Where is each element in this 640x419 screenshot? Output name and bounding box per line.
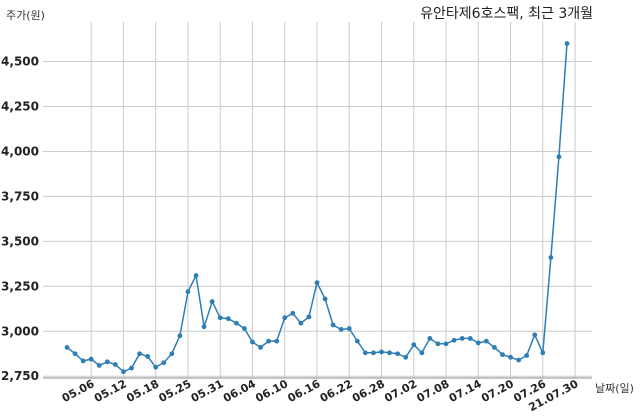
data-point bbox=[153, 364, 159, 370]
data-point bbox=[451, 337, 457, 343]
data-point bbox=[379, 349, 384, 355]
data-point bbox=[362, 350, 368, 356]
data-point bbox=[225, 316, 231, 322]
data-point bbox=[411, 342, 417, 348]
data-point bbox=[354, 338, 360, 344]
data-point bbox=[435, 341, 441, 347]
data-point bbox=[556, 154, 562, 160]
data-point bbox=[80, 358, 86, 364]
data-point bbox=[290, 310, 296, 316]
data-point bbox=[112, 362, 118, 367]
data-point bbox=[427, 336, 433, 341]
data-point bbox=[483, 338, 489, 344]
data-point bbox=[121, 369, 126, 375]
x-tick-label: 06.10 bbox=[253, 377, 290, 405]
x-axis-title: 날짜(일) bbox=[595, 381, 634, 395]
x-tick-label: 06.16 bbox=[286, 377, 323, 405]
x-tick-label: 07.08 bbox=[415, 377, 452, 405]
y-tick-label: 3,250 bbox=[1, 279, 39, 293]
data-point bbox=[516, 357, 522, 363]
data-point bbox=[548, 255, 554, 260]
data-point bbox=[467, 336, 473, 341]
data-point bbox=[201, 324, 207, 330]
y-tick-label: 4,500 bbox=[1, 55, 39, 69]
data-point bbox=[104, 359, 110, 365]
x-tick-label: 06.28 bbox=[350, 377, 387, 405]
data-point bbox=[177, 333, 183, 339]
x-tick-label: 05.25 bbox=[157, 377, 194, 405]
data-point bbox=[395, 351, 401, 357]
data-point bbox=[524, 353, 530, 358]
data-point bbox=[346, 326, 352, 331]
y-tick-label: 3,500 bbox=[1, 234, 39, 248]
data-point bbox=[161, 360, 167, 366]
data-point bbox=[306, 314, 312, 320]
y-tick-labels: 2,750 3,000 3,250 3,500 3,750 4,000 4,250 4,500 bbox=[1, 55, 39, 384]
y-tick-label: 4,250 bbox=[1, 100, 39, 114]
data-point bbox=[64, 345, 70, 350]
data-point bbox=[338, 327, 344, 332]
data-point bbox=[129, 365, 134, 371]
data-point bbox=[282, 315, 288, 321]
data-point bbox=[274, 338, 280, 344]
x-tick-label: 06.22 bbox=[318, 377, 355, 405]
data-point bbox=[500, 352, 505, 358]
x-tick-label: 05.06 bbox=[60, 377, 97, 405]
data-point bbox=[459, 336, 465, 341]
data-point bbox=[443, 341, 449, 347]
data-point bbox=[330, 322, 336, 328]
data-point bbox=[242, 326, 247, 331]
chart-title: 유안타제6호스팩, 최근 3개월 bbox=[420, 6, 593, 22]
data-point bbox=[314, 280, 320, 286]
data-point bbox=[387, 350, 392, 356]
x-tick-label: 07.14 bbox=[447, 377, 484, 405]
x-tick-label: 07.20 bbox=[479, 377, 516, 405]
grid bbox=[43, 22, 592, 378]
data-point bbox=[72, 351, 78, 357]
data-point bbox=[88, 356, 94, 362]
x-tick-label: 05.18 bbox=[124, 377, 161, 405]
data-point bbox=[508, 354, 513, 360]
data-point bbox=[145, 354, 151, 359]
data-point bbox=[209, 299, 215, 304]
data-point bbox=[475, 340, 481, 346]
x-tick-label: 05.12 bbox=[92, 377, 129, 405]
y-axis-title: 주가(원) bbox=[6, 9, 45, 22]
y-tick-label: 4,000 bbox=[1, 144, 39, 158]
x-tick-label: 06.04 bbox=[221, 377, 258, 405]
data-point bbox=[96, 363, 102, 368]
data-point bbox=[298, 320, 304, 326]
data-point bbox=[540, 350, 546, 356]
data-point bbox=[419, 350, 425, 356]
data-point bbox=[169, 351, 175, 357]
data-point bbox=[492, 345, 497, 350]
data-point bbox=[137, 351, 142, 357]
data-point bbox=[403, 354, 409, 360]
data-point bbox=[193, 273, 199, 278]
x-tick-labels: 05.0605.1205.1805.2505.3106.0406.1006.16… bbox=[60, 377, 581, 414]
data-point bbox=[322, 296, 328, 302]
x-tick-label: 07.02 bbox=[382, 377, 419, 405]
data-point bbox=[532, 332, 538, 338]
data-point bbox=[233, 320, 239, 326]
data-point bbox=[217, 315, 223, 321]
data-points bbox=[64, 41, 570, 375]
y-tick-label: 3,000 bbox=[1, 324, 39, 338]
data-point bbox=[258, 345, 263, 350]
y-tick-label: 3,750 bbox=[1, 189, 39, 203]
data-point bbox=[185, 289, 191, 295]
data-point bbox=[564, 41, 570, 46]
y-tick-label: 2,750 bbox=[1, 369, 39, 383]
data-point bbox=[250, 339, 255, 345]
x-tick-label: 05.31 bbox=[189, 377, 226, 405]
data-point bbox=[266, 338, 272, 344]
data-point bbox=[371, 350, 376, 356]
